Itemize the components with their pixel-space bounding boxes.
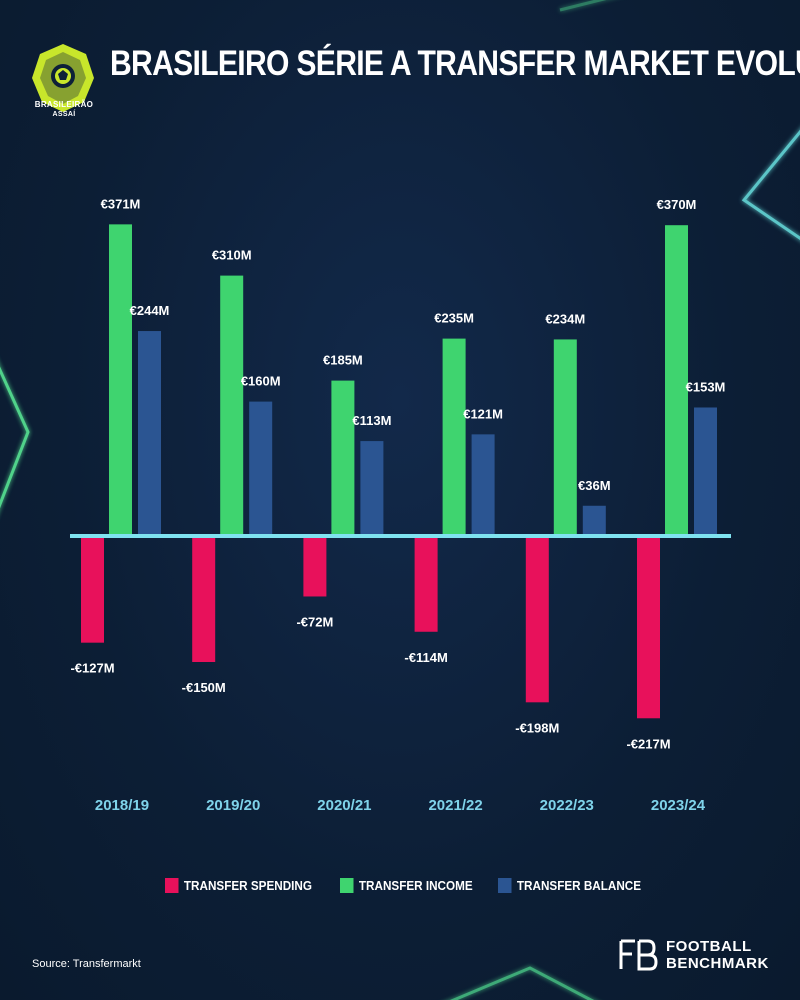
bar-balance-2023-24 [694, 407, 717, 536]
legend-label-spending: TRANSFER SPENDING [183, 878, 312, 893]
bar-balance-2021-22 [471, 434, 495, 536]
brasileirao-logo-icon [32, 44, 94, 112]
brand-line2: BENCHMARK [666, 955, 769, 972]
bar-income-2019-20 [220, 275, 244, 536]
bar-spending-2018-19 [81, 536, 104, 643]
data-label-income-2020-21: €185M [323, 353, 363, 368]
data-label-balance-2020-21: €113M [352, 413, 391, 428]
logo-name: BRASILEIRÃO [34, 100, 94, 109]
bar-chart: -€127M €371M €244M 2018/19 -€150M €310M €160M 2… [70, 196, 731, 814]
data-label-spending-2020-21: -€72M [296, 614, 333, 629]
bar-income-2020-21 [331, 380, 355, 536]
bar-income-2022-23 [553, 339, 577, 536]
category-label-2020-21: 2020/21 [317, 797, 371, 814]
data-label-balance-2021-22: €121M [463, 406, 503, 421]
data-label-spending-2023-24: -€217M [626, 736, 670, 751]
bar-income-2023-24 [665, 225, 688, 536]
category-label-2019-20: 2019/20 [206, 797, 260, 814]
football-benchmark-logo-icon [619, 939, 658, 971]
legend-label-balance: TRANSFER BALANCE [516, 878, 642, 893]
bar-spending-2020-21 [303, 536, 327, 597]
category-label-2023-24: 2023/24 [651, 797, 706, 814]
data-label-spending-2018-19: -€127M [70, 661, 114, 676]
page-title: BRASILEIRO SÉRIE A TRANSFER MARKET EVOLU… [110, 44, 800, 83]
logo-sub: ASSAÍ [52, 111, 76, 118]
legend-item-balance: TRANSFER BALANCE [498, 878, 641, 893]
bar-spending-2023-24 [637, 536, 660, 719]
data-label-spending-2019-20: -€150M [182, 680, 226, 695]
football-benchmark-brand: FOOTBALL BENCHMARK [618, 938, 788, 978]
bar-income-2018-19 [109, 224, 132, 537]
brand-line1: FOOTBALL [666, 938, 752, 955]
data-label-income-2019-20: €310M [212, 248, 252, 263]
data-label-income-2021-22: €235M [434, 311, 474, 326]
category-label-2018-19: 2018/19 [95, 797, 149, 814]
data-label-balance-2023-24: €153M [686, 379, 726, 394]
data-label-balance-2019-20: €160M [241, 374, 281, 389]
legend-item-income: TRANSFER INCOME [340, 878, 473, 893]
category-label-2021-22: 2021/22 [428, 797, 482, 814]
legend-item-spending: TRANSFER SPENDING [165, 878, 312, 893]
bar-balance-2019-20 [249, 401, 273, 536]
data-label-spending-2022-23: -€198M [515, 720, 559, 735]
brand-text: FOOTBALL BENCHMARK [666, 938, 769, 972]
bar-spending-2022-23 [525, 536, 549, 703]
category-label-2022-23: 2022/23 [540, 797, 594, 814]
bar-income-2021-22 [442, 338, 466, 536]
data-label-income-2022-23: €234M [545, 311, 585, 326]
bar-balance-2022-23 [582, 505, 606, 536]
logo-wordmark: BRASILEIRÃO ASSAÍ [22, 100, 106, 120]
data-label-balance-2022-23: €36M [578, 478, 611, 493]
bar-spending-2019-20 [192, 536, 216, 662]
legend-label-income: TRANSFER INCOME [358, 878, 473, 893]
data-label-balance-2018-19: €244M [130, 303, 170, 318]
legend-swatch-balance [498, 878, 512, 893]
source-note: Source: Transfermarkt [32, 958, 141, 970]
bar-balance-2018-19 [138, 331, 161, 536]
bar-balance-2020-21 [360, 441, 384, 536]
data-label-spending-2021-22: -€114M [404, 650, 447, 665]
data-label-income-2018-19: €371M [101, 196, 141, 211]
data-label-income-2023-24: €370M [657, 197, 697, 212]
bar-spending-2021-22 [414, 536, 438, 632]
legend-swatch-spending [165, 878, 179, 893]
legend-swatch-income [340, 878, 354, 893]
